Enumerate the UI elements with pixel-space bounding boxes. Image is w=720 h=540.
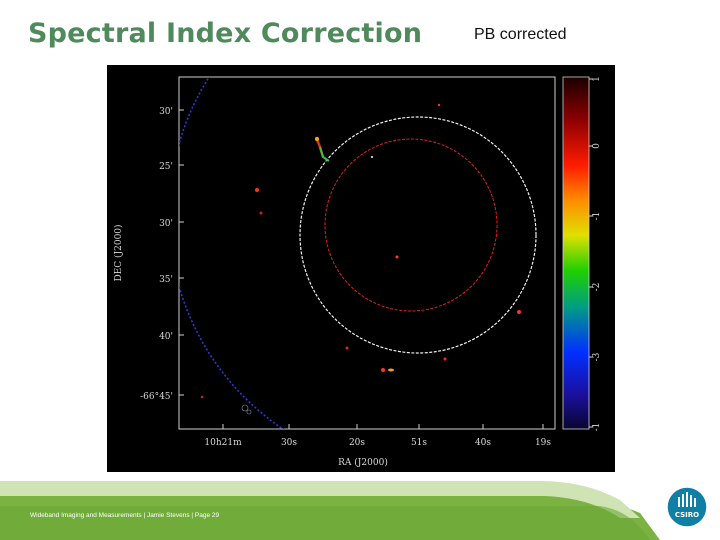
y-tick-label: 30': [159, 219, 173, 229]
x-axis-label: RA (J2000): [338, 457, 388, 468]
slide-title: Spectral Index Correction: [28, 18, 423, 49]
footer-text: Wideband Imaging and Measurements | Jami…: [30, 512, 220, 519]
footer-band: [0, 481, 660, 540]
colorbar: [563, 77, 589, 429]
x-tick-label: 10h21m: [204, 438, 242, 448]
y-axis-label: DEC (J2000): [113, 224, 124, 281]
y-tick-label: -66°45': [140, 392, 173, 402]
x-tick-label: 40s: [475, 438, 491, 448]
y-tick-label: 30': [159, 107, 173, 117]
colorbar-tick-label: 0: [592, 143, 602, 149]
plot-frame: [178, 76, 556, 430]
y-tick-label: 40': [159, 332, 173, 342]
source-markers: [200, 103, 521, 415]
radio-map-svg: 30' 25' 30' 35' 40' -66°45' 10h21m 30s 2…: [113, 76, 602, 468]
x-axis-ticks: 10h21m 30s 20s 51s 40s 19s: [204, 424, 551, 448]
colorbar-tick-label: -1: [592, 212, 602, 221]
x-tick-label: 20s: [349, 438, 365, 448]
y-axis-ticks: 30' 25' 30' 35' 40' -66°45': [140, 107, 184, 402]
colorbar-ticks: 1 0 -1 -2 -3 -1: [589, 76, 602, 431]
csiro-logo: CSIRO: [666, 486, 708, 528]
logo-text: CSIRO: [675, 511, 699, 519]
colorbar-tick-label: 1: [592, 76, 602, 82]
colorbar-tick-label: -2: [592, 283, 602, 292]
primary-beam-outer-arc: [179, 77, 285, 429]
white-beam-circle: [299, 116, 537, 354]
x-tick-label: 30s: [281, 438, 297, 448]
red-beam-circle: [324, 138, 498, 312]
y-tick-label: 35': [159, 275, 173, 285]
slide-subtitle: PB corrected: [474, 26, 567, 43]
x-tick-label: 51s: [411, 438, 427, 448]
x-tick-label: 19s: [535, 438, 551, 448]
y-tick-label: 25': [159, 162, 173, 172]
colorbar-tick-label: -3: [592, 352, 602, 361]
colorbar-tick-label: -1: [592, 423, 602, 432]
spectral-index-image: 30' 25' 30' 35' 40' -66°45' 10h21m 30s 2…: [107, 65, 615, 472]
